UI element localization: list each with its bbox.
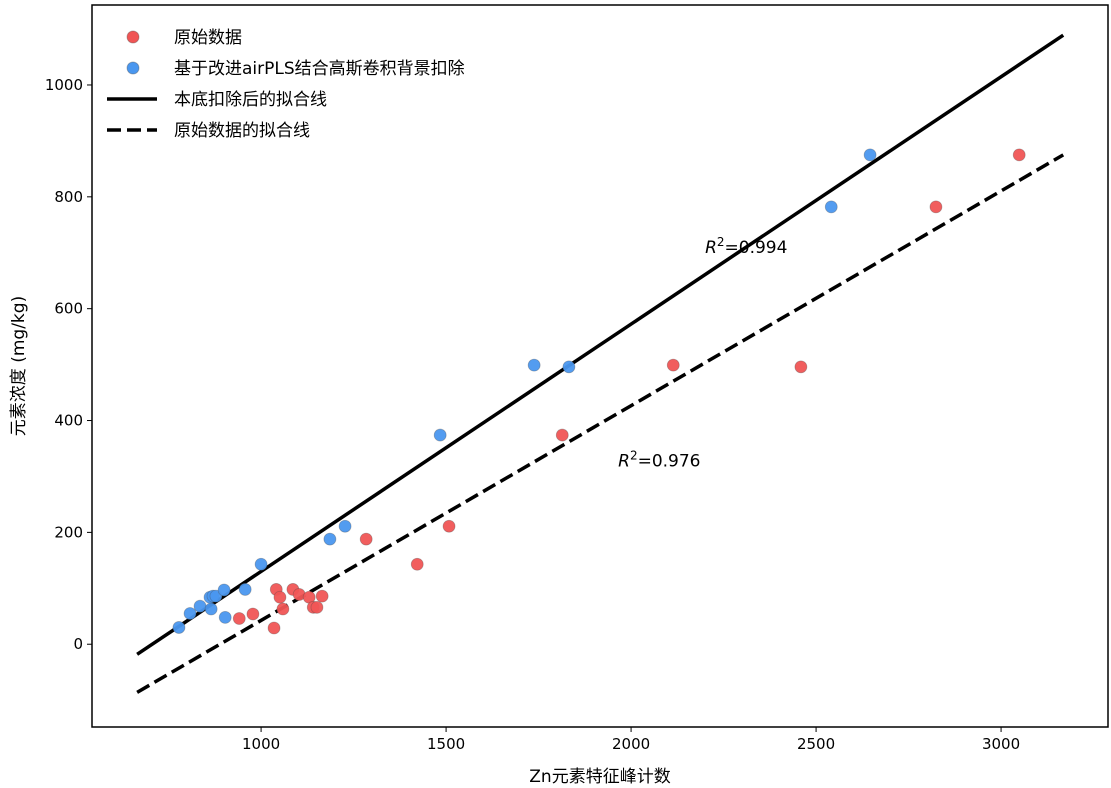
r-label: R	[705, 238, 717, 258]
raw-data-point	[442, 519, 456, 533]
raw-data-point	[794, 360, 808, 374]
raw-data-point	[410, 557, 424, 571]
corrected-data-point	[527, 358, 541, 372]
raw-data-point	[246, 607, 260, 621]
x-axis: 1000 1500 2000 2500 3000	[242, 727, 1020, 753]
legend-marker	[126, 61, 140, 75]
y-tick-label: 600	[54, 300, 83, 318]
corrected-data-point	[209, 589, 223, 603]
corrected-data-point	[183, 607, 197, 620]
x-tick-label: 1000	[242, 735, 280, 753]
corrected-data-point	[562, 360, 576, 374]
y-tick-label: 200	[54, 523, 83, 541]
corrected-fit-line	[136, 33, 1065, 656]
corrected-data-point	[193, 599, 207, 613]
y-axis: 0 200 400 600 800 1000	[45, 76, 92, 653]
x-tick-label: 2000	[612, 735, 650, 753]
r-value: =0.976	[638, 451, 701, 471]
r-superscript: 2	[717, 235, 725, 249]
y-tick-label: 400	[54, 412, 83, 430]
y-tick-label: 0	[73, 635, 83, 653]
raw-data-point	[1012, 148, 1026, 162]
corrected-data-point	[238, 583, 252, 596]
legend: 原始数据基于改进airPLS结合高斯卷积背景扣除本底扣除后的拟合线原始数据的拟合…	[107, 28, 465, 141]
legend-label: 本底扣除后的拟合线	[174, 90, 327, 110]
raw-data-point	[359, 532, 373, 546]
raw-data-point	[232, 612, 246, 625]
legend-label: 基于改进airPLS结合高斯卷积背景扣除	[174, 59, 465, 79]
raw-data-point	[267, 621, 281, 635]
corrected-data-point	[824, 200, 838, 214]
r-squared-annotation: R2=0.976	[618, 448, 700, 471]
corrected-data-point	[172, 621, 186, 634]
r-value: =0.994	[725, 238, 788, 258]
raw-data-point	[666, 358, 680, 372]
raw-data-point	[273, 590, 287, 604]
legend-label: 原始数据	[174, 28, 242, 48]
y-axis-label: 元素浓度 (mg/kg)	[9, 296, 29, 436]
corrected-data-point	[338, 519, 352, 533]
x-tick-label: 2500	[797, 735, 835, 753]
y-tick-label: 1000	[45, 76, 83, 94]
r-superscript: 2	[630, 448, 638, 462]
corrected-data-point	[204, 602, 218, 616]
x-tick-label: 3000	[982, 735, 1020, 753]
corrected-data-point	[863, 148, 877, 162]
corrected-data-point	[323, 532, 337, 546]
y-tick-label: 800	[54, 188, 83, 206]
raw-data-point	[929, 200, 943, 214]
raw-data-point	[276, 602, 290, 616]
plot-frame	[91, 4, 1109, 728]
r-label: R	[618, 451, 630, 471]
r-squared-annotation: R2=0.994	[705, 235, 787, 258]
x-axis-label: Zn元素特征峰计数	[529, 767, 670, 787]
corrected-data-point	[433, 428, 447, 442]
legend-label: 原始数据的拟合线	[174, 121, 310, 141]
raw-data-point	[315, 589, 329, 603]
corrected-data-point	[254, 557, 268, 571]
raw-data-point	[555, 428, 569, 442]
x-tick-label: 1500	[427, 735, 465, 753]
raw-fit-line	[136, 153, 1065, 694]
legend-marker	[126, 30, 140, 44]
plot-marks	[136, 33, 1065, 694]
raw-data-point	[310, 600, 324, 614]
corrected-data-point	[217, 583, 231, 597]
corrected-data-point	[218, 610, 232, 624]
